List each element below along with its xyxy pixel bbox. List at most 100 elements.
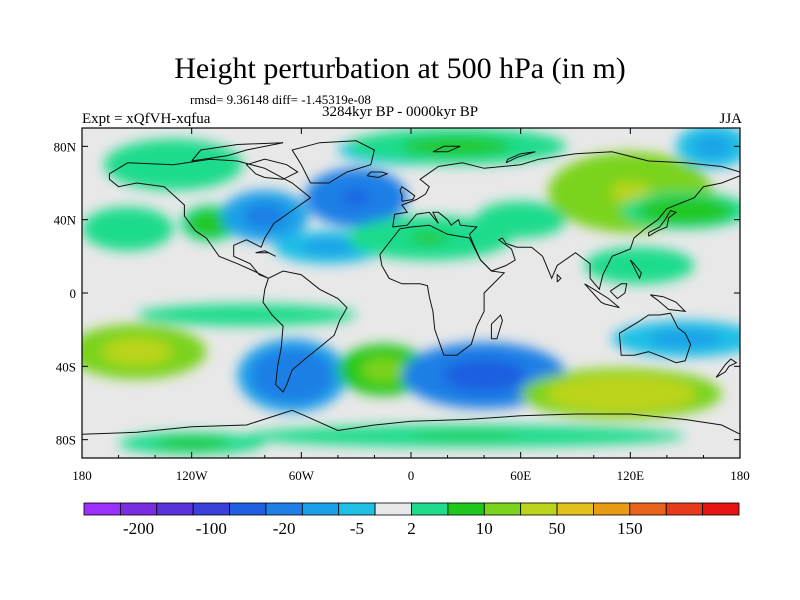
anomaly-field [676, 128, 740, 169]
iceland-coast [366, 171, 389, 179]
x-tick-label: 120W [176, 468, 209, 483]
anomaly-field [118, 432, 265, 455]
period-label: 3284kyr BP - 0000kyr BP [321, 104, 479, 120]
colorbar-box [702, 502, 740, 516]
colorbar-label: 10 [476, 519, 493, 538]
colorbar-box [665, 502, 704, 516]
japan-coast [648, 209, 678, 237]
anomaly-band [253, 209, 276, 223]
y-tick-label: 80S [56, 433, 76, 448]
colorbar-box [301, 502, 340, 516]
colorbar-box [229, 502, 267, 516]
colorbar-box [629, 502, 667, 516]
anomaly-band [666, 334, 704, 344]
colorbar-box [119, 502, 158, 516]
anomaly-band [202, 218, 218, 228]
anomaly-band [173, 440, 210, 447]
africa-coast [379, 224, 506, 356]
colorbar-box [483, 502, 522, 516]
colorbar-box [411, 502, 449, 516]
experiment-label: Expt = xQfVH-xqfua [82, 111, 211, 127]
eurasia-coast [392, 151, 740, 291]
novaya-zemlya-coast [505, 151, 536, 164]
anomaly-field [612, 320, 740, 358]
anomaly-field [621, 192, 740, 229]
y-tick-label: 80N [54, 139, 77, 154]
anomaly-band [703, 140, 722, 152]
colorbar-label: -200 [123, 519, 154, 538]
anomaly-band [609, 182, 651, 203]
colorbar-box [192, 502, 230, 516]
madagascar-coast [490, 314, 503, 340]
indonesia-coast [584, 283, 620, 309]
colorbar-box [156, 502, 194, 516]
anomaly-band [596, 387, 647, 401]
anomaly-field [237, 338, 348, 413]
anomaly-band [669, 205, 702, 216]
cuba-coast [255, 250, 276, 257]
colorbar-label: 2 [407, 519, 416, 538]
new-zealand-coast [715, 358, 738, 378]
greenland-coast [291, 140, 375, 184]
anomaly-field [220, 190, 309, 242]
x-tick-label: 60E [510, 468, 531, 483]
australia-coast [618, 312, 692, 364]
rmsd-diff-label: rmsd= 9.36148 diff= -1.45319e-08 [190, 92, 371, 107]
y-tick-label: 40S [56, 359, 76, 374]
colorbar-box [447, 502, 485, 516]
svalbard-coast [432, 145, 461, 153]
anomaly-field [347, 216, 512, 260]
anomaly-field [82, 324, 207, 380]
x-tick-label: 60W [289, 468, 315, 483]
colorbar-label: -20 [273, 519, 296, 538]
colorbar-box [265, 502, 303, 516]
colorbar-label: 50 [549, 519, 566, 538]
anomaly-field [82, 206, 174, 251]
sri-lanka-coast [556, 273, 562, 283]
anomaly-field [246, 425, 686, 447]
anomaly-band [408, 232, 450, 244]
anomaly-field [136, 304, 357, 326]
colorbar-label: -5 [350, 519, 364, 538]
anomaly-band [343, 190, 369, 206]
anomaly-band [372, 363, 396, 377]
anomaly-band [509, 215, 533, 225]
x-tick-label: 180 [72, 468, 92, 483]
baffin-coast [245, 158, 299, 180]
borneo-coast [609, 283, 628, 300]
antarctica-coast [82, 409, 740, 435]
colorbar-box [338, 502, 376, 516]
y-tick-label: 0 [70, 286, 77, 301]
anomaly-band [119, 344, 155, 359]
arctic-islands-coast [191, 142, 284, 162]
season-label: JJA [719, 111, 742, 127]
anomaly-band [463, 367, 505, 384]
anomaly-band [625, 260, 654, 271]
anomaly-band [278, 366, 306, 385]
anomaly-band [116, 223, 140, 235]
philippines-coast [629, 259, 642, 280]
anomaly-band [411, 433, 521, 439]
colorbar-box [520, 502, 558, 516]
x-tick-label: 0 [408, 468, 415, 483]
colorbar-box [556, 502, 594, 516]
north-america-coast [108, 158, 312, 279]
britain-coast [399, 185, 416, 202]
anomaly-field [520, 368, 722, 420]
anomaly-band [315, 243, 343, 252]
anomaly-field [304, 168, 408, 228]
x-tick-label: 120E [617, 468, 645, 483]
colorbar-box [83, 502, 121, 516]
colorbar-label: -100 [196, 519, 227, 538]
y-tick-label: 40N [54, 213, 77, 228]
colorbar-label: 150 [617, 519, 643, 538]
south-america-coast [262, 270, 348, 393]
anomaly-field [474, 201, 567, 239]
anomaly-band [219, 312, 274, 318]
new-guinea-coast [650, 294, 687, 312]
colorbar-box [374, 502, 412, 516]
chart-title: Height perturbation at 500 hPa (in m) [174, 52, 626, 85]
colorbar-box [593, 502, 631, 516]
